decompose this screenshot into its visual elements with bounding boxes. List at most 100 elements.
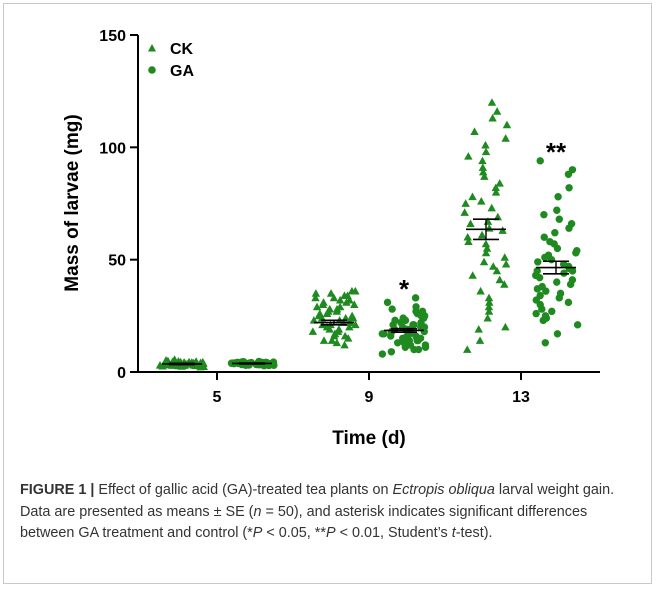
legend-circle-icon [148,66,156,74]
figure-caption: FIGURE 1 | Effect of gallic acid (GA)-tr… [20,480,640,545]
ck-point [326,289,336,297]
ck-point [350,300,359,308]
caption-n: n [253,503,262,520]
y-tick-label: 0 [117,365,126,382]
ga-point [412,303,420,311]
ck-point [468,192,477,201]
ck-point [319,298,328,306]
ck-point [502,120,512,129]
ck-point [340,291,349,299]
ga-point [414,345,423,354]
ck-point [308,327,318,335]
ga-point [541,339,549,347]
ga-point [411,294,420,302]
ck-point [327,336,337,344]
ck-point [466,219,475,228]
group-ga-5 [227,357,278,370]
ck-point [481,239,491,248]
ck-point [482,244,492,252]
ga-point [564,298,573,307]
ck-point [483,217,493,225]
ga-point [380,330,388,338]
ck-point [474,325,483,333]
ga-point [553,330,562,338]
ga-point [573,246,581,255]
ga-point [383,298,392,307]
legend-triangle-icon [148,44,156,52]
ck-point [481,147,491,156]
ga-point [553,278,561,286]
ga-point [418,307,427,316]
caption-text: < 0.01, Student’s [335,525,452,541]
caption-text: < 0.05, ** [262,525,326,541]
ga-point [536,291,544,300]
caption-p: P [252,525,263,541]
group-ck-5 [155,355,208,371]
ga-point [533,267,541,275]
ck-point [491,188,501,196]
ga-point [556,289,565,298]
ck-point [483,313,492,322]
ga-point [412,332,420,340]
ga-point [532,309,540,318]
ck-point [500,253,509,261]
ck-point [484,307,494,315]
ck-point [485,298,494,306]
caption-text: -test). [455,525,493,541]
ck-point [495,275,504,284]
ck-point [470,127,479,135]
y-axis-title: Mass of larvae (mg) [62,114,83,291]
caption-text: larval weight gain. Data are presented a… [20,482,615,520]
group-ga-9 [378,294,430,358]
ck-point [340,340,349,349]
ga-point [554,193,562,201]
ga-point [573,321,582,329]
ck-point [501,322,510,331]
caption-text: Effect of gallic acid (GA)-treated tea p… [94,482,393,498]
ck-point [334,325,344,333]
legend-label: GA [170,63,194,80]
x-tick-label: 5 [213,389,222,406]
ck-point [461,199,470,207]
ga-point [553,206,561,214]
ck-point [322,322,332,331]
group-ck-13 [460,98,512,353]
ck-point [319,336,329,344]
ga-point [536,157,544,165]
ga-point [534,258,542,266]
ga-point [421,341,430,349]
ga-point [540,211,548,219]
ck-point [464,152,473,160]
x-tick-label: 13 [512,389,530,406]
ga-point [387,348,396,356]
ck-point [500,280,509,288]
ck-point [315,309,325,317]
ck-point [477,230,487,239]
x-tick-label: 9 [365,389,374,406]
ga-point [540,233,548,241]
ga-point [409,321,417,329]
ga-point [555,215,563,223]
ga-point [538,282,546,291]
significance-label: ** [546,137,567,167]
ga-point [399,314,407,322]
ga-point [551,229,559,237]
ga-point [567,220,576,228]
ga-point [568,166,577,174]
ck-point [340,331,350,340]
ck-point [460,208,469,216]
ck-point [501,134,510,142]
ck-point [495,179,504,187]
ga-point [541,312,550,320]
ga-point [269,360,277,368]
ck-point [488,113,497,122]
scatter-chart: 0 50 100 150 5 9 13 Time (d) Mass of larvae (mg)… [62,28,600,449]
ck-point [487,203,496,212]
ck-point [478,163,488,171]
ck-point [480,172,489,180]
ga-point [391,316,399,325]
ck-point [325,304,334,313]
group-ga-13 [532,157,582,347]
ga-point [388,305,396,313]
ck-point [501,259,511,268]
